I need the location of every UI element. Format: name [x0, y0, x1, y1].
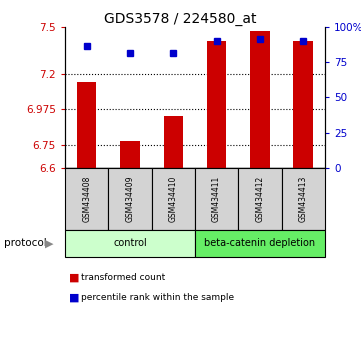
Bar: [65, 168, 108, 230]
Bar: [207, 41, 226, 168]
Bar: [108, 168, 152, 230]
Bar: [152, 168, 195, 230]
Text: protocol: protocol: [4, 238, 46, 249]
Text: ■: ■: [69, 292, 79, 302]
Text: ▶: ▶: [44, 238, 53, 249]
Bar: [77, 82, 96, 168]
Text: GDS3578 / 224580_at: GDS3578 / 224580_at: [104, 12, 257, 27]
Bar: [195, 168, 238, 230]
Bar: [195, 230, 325, 257]
Text: beta-catenin depletion: beta-catenin depletion: [204, 238, 316, 249]
Text: percentile rank within the sample: percentile rank within the sample: [81, 293, 234, 302]
Text: GSM434413: GSM434413: [299, 176, 308, 222]
Text: GSM434409: GSM434409: [126, 176, 134, 222]
Text: GSM434411: GSM434411: [212, 176, 221, 222]
Bar: [120, 141, 140, 168]
Text: ■: ■: [69, 273, 79, 283]
Bar: [65, 230, 195, 257]
Text: control: control: [113, 238, 147, 249]
Text: GSM434412: GSM434412: [256, 176, 264, 222]
Text: GSM434408: GSM434408: [82, 176, 91, 222]
Bar: [250, 31, 270, 168]
Bar: [164, 116, 183, 168]
Text: GSM434410: GSM434410: [169, 176, 178, 222]
Bar: [238, 168, 282, 230]
Text: transformed count: transformed count: [81, 273, 165, 282]
Bar: [293, 41, 313, 168]
Bar: [282, 168, 325, 230]
